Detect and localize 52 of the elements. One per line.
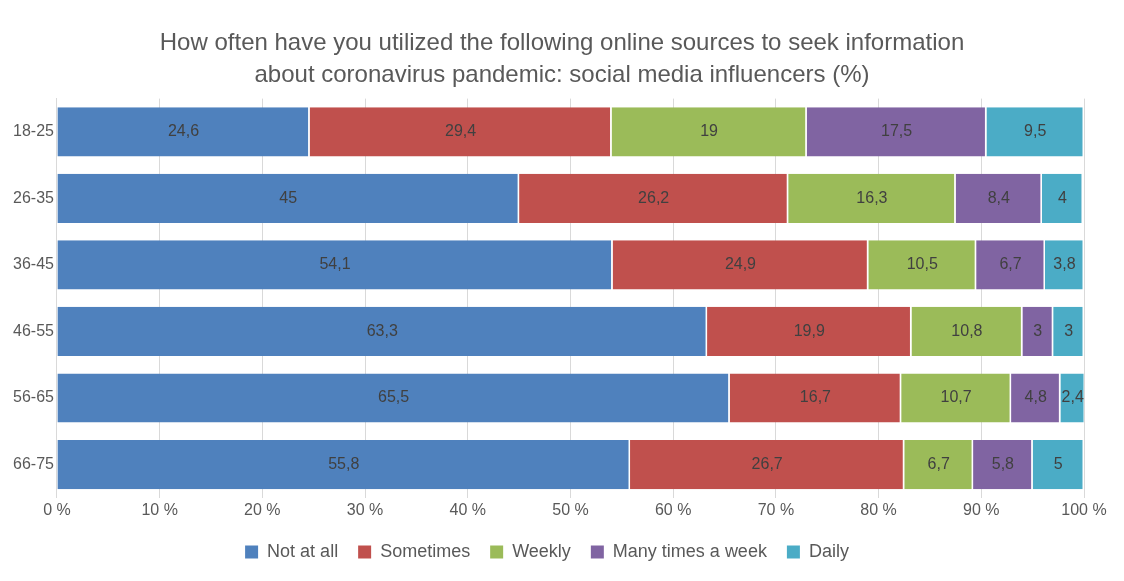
y-tick-label: 56-65 (13, 388, 55, 406)
x-tick-label: 30 % (346, 500, 384, 518)
legend-label: Daily (808, 540, 849, 561)
data-label: 4,8 (1024, 388, 1047, 406)
data-label: 17,5 (880, 122, 913, 140)
y-tick-label: 26-35 (13, 188, 55, 206)
x-tick-label: 90 % (963, 500, 1000, 518)
data-label: 16,7 (799, 388, 832, 406)
data-label: 10,8 (951, 321, 983, 339)
data-label: 10,5 (906, 255, 938, 273)
data-label: 19,9 (793, 321, 825, 339)
y-tick-label: 18-25 (13, 122, 55, 140)
x-tick-label: 50 % (552, 500, 589, 518)
data-label: 6,7 (999, 255, 1022, 273)
y-tick-label: 36-45 (13, 255, 55, 273)
legend-label: Not at all (267, 540, 339, 561)
data-label: 5,8 (991, 454, 1015, 472)
x-tick-label: 40 % (449, 500, 486, 518)
data-label: 3 (1064, 321, 1074, 339)
data-label: 3 (1033, 321, 1043, 339)
data-label: 26,2 (638, 188, 670, 206)
x-tick-label: 0 % (43, 500, 71, 518)
data-label: 6,7 (927, 454, 950, 472)
data-label: 4 (1057, 188, 1067, 206)
data-label: 45 (279, 188, 298, 206)
data-label: 24,9 (724, 255, 757, 273)
data-label: 3,8 (1053, 255, 1076, 273)
data-label: 55,8 (328, 454, 360, 472)
y-tick-label: 46-55 (13, 321, 55, 339)
x-tick-label: 80 % (860, 500, 897, 518)
legend-label: Weekly (512, 540, 571, 561)
data-label: 5 (1053, 454, 1063, 472)
data-label: 24,6 (167, 122, 200, 140)
data-label: 16,3 (856, 188, 888, 206)
x-tick-label: 10 % (141, 500, 178, 518)
x-tick-label: 70 % (757, 500, 795, 518)
y-tick-label: 66-75 (13, 454, 55, 472)
data-label: 26,7 (751, 454, 783, 472)
data-label: 9,5 (1024, 122, 1047, 140)
data-label: 8,4 (987, 188, 1010, 206)
data-label: 54,1 (319, 255, 351, 273)
x-tick-label: 60 % (654, 500, 692, 518)
x-tick-label: 100 % (1061, 500, 1107, 518)
data-label: 29,4 (444, 122, 477, 140)
data-label: 19 (700, 122, 719, 140)
data-label: 65,5 (377, 388, 410, 406)
legend-label: Sometimes (380, 540, 471, 561)
data-label: 10,7 (940, 388, 972, 406)
legend-label: Many times a week (612, 540, 768, 561)
x-tick-label: 20 % (244, 500, 281, 518)
chart-title: How often have you utilized the following online sources to seek information about coronavirus pandemic: social media influencers (%) (158, 27, 966, 87)
data-label: 63,3 (366, 321, 398, 339)
